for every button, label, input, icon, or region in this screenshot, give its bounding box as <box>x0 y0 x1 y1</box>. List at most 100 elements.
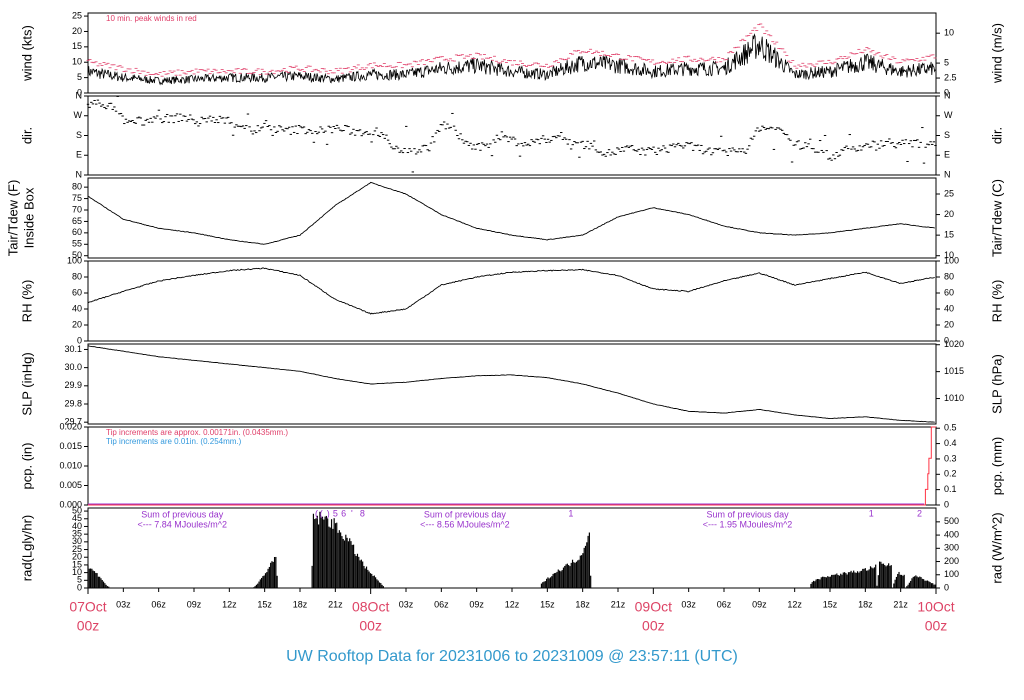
wind-ytick-label: 5 <box>77 72 82 82</box>
rh-panel <box>84 260 940 342</box>
pcp-ytick-label: 0.005 <box>59 480 82 490</box>
pcp-annotation-red: Tip increments are approx. 0.00171in. (0… <box>106 428 288 437</box>
pcp-ylabel-right: pcp. (mm) <box>989 437 1004 496</box>
time-tick-label: 18z <box>293 599 308 609</box>
slp-ytick-label: 30.1 <box>64 344 82 354</box>
dir-panel <box>84 95 940 176</box>
wind-rtick-label: 0 <box>944 87 949 97</box>
slp-ylabel-right: SLP (hPa) <box>989 354 1004 414</box>
temperature-ytick-label: 55 <box>72 239 82 249</box>
radiation-ytick-label: 5 <box>77 575 82 585</box>
radiation-ytick-label: 30 <box>72 536 82 546</box>
dir-rtick-label: W <box>944 110 953 120</box>
temperature-ylabel-right: Tair/Tdew (C) <box>989 179 1004 257</box>
time-tick-label: 06z <box>434 599 449 609</box>
rad-sum-label: Sum of previous day <box>424 509 507 519</box>
pcp-rtick-label: 0.2 <box>944 469 957 479</box>
rh-rtick-label: 40 <box>944 303 954 313</box>
dir-rtick-label: N <box>944 169 951 179</box>
pcp-ytick-label: 0.010 <box>59 460 82 470</box>
temperature-rtick-label: 10 <box>944 250 954 260</box>
temperature-ytick-label: 75 <box>72 193 82 203</box>
time-tick-label: 15z <box>823 599 838 609</box>
time-tick-label: 09z <box>187 599 202 609</box>
day-tick-sub: 00z <box>925 618 948 634</box>
wind-ytick-label: 15 <box>72 41 82 51</box>
pcp-ytick-label: 0.015 <box>59 441 82 451</box>
time-tick-label: 18z <box>575 599 590 609</box>
temperature-ytick-label: 60 <box>72 227 82 237</box>
temperature-ytick-label: 65 <box>72 216 82 226</box>
slp-ylabel: SLP (inHg) <box>19 352 34 415</box>
slp-ytick-label: 29.9 <box>64 380 82 390</box>
time-tick-label: 21z <box>893 599 908 609</box>
temperature-rtick-label: 20 <box>944 209 954 219</box>
day-tick-label: 09Oct <box>635 599 672 615</box>
radiation-rtick-label: 0 <box>944 582 949 592</box>
time-tick-label: 06z <box>151 599 166 609</box>
time-tick-label: 06z <box>717 599 732 609</box>
dir-ytick-label: W <box>74 110 83 120</box>
slp-rtick-label: 1020 <box>944 339 964 349</box>
wind-rtick-label: 10 <box>944 28 954 38</box>
pcp-ytick-label: 0.020 <box>59 421 82 431</box>
rh-rtick-label: 0 <box>944 335 949 345</box>
pcp-annotation-blue: Tip increments are 0.01in. (0.254mm.) <box>106 437 242 446</box>
temperature-ytick-label: 80 <box>72 182 82 192</box>
day-tick-sub: 00z <box>642 618 665 634</box>
wind-rtick-label: 2.5 <box>944 72 957 82</box>
time-tick-label: 09z <box>469 599 484 609</box>
radiation-rtick-label: 400 <box>944 529 959 539</box>
rad-marker: ) <box>327 508 330 518</box>
radiation-ytick-label: 40 <box>72 521 82 531</box>
temperature-panel <box>84 177 940 259</box>
wind-ytick-label: 20 <box>72 26 82 36</box>
dir-rtick-label: E <box>944 150 950 160</box>
dir-ylabel-right: dir. <box>989 127 1004 144</box>
pcp-rtick-label: 0.3 <box>944 453 957 463</box>
wind-rtick-label: 5 <box>944 57 949 67</box>
temperature-rtick-label: 15 <box>944 230 954 240</box>
dir-ytick-label: S <box>76 130 82 140</box>
time-tick-label: 03z <box>399 599 414 609</box>
pcp-rtick-label: 0.4 <box>944 438 957 448</box>
time-tick-label: 21z <box>611 599 626 609</box>
rad-marker: ( <box>315 508 318 518</box>
rad-marker: 1 <box>568 508 573 518</box>
rad-marker: 8 <box>360 508 365 518</box>
dir-ytick-label: E <box>76 150 82 160</box>
slp-ytick-label: 29.8 <box>64 398 82 408</box>
temperature-ytick-label: 70 <box>72 204 82 214</box>
time-tick-label: 21z <box>328 599 343 609</box>
slp-frame <box>87 343 937 425</box>
radiation-ytick-label: 25 <box>72 544 82 554</box>
rh-line <box>87 267 935 315</box>
rad-marker: 6 <box>341 508 346 518</box>
radiation-ytick-label: 10 <box>72 567 82 577</box>
rh-ytick-label: 40 <box>72 303 82 313</box>
dir-ytick-label: N <box>76 169 83 179</box>
rh-frame <box>87 260 937 342</box>
radiation-ytick-label: 15 <box>72 559 82 569</box>
radiation-ylabel: rad(Lgly/hr) <box>19 515 34 581</box>
pcp-line <box>88 426 936 506</box>
footer-title: UW Rooftop Data for 20231006 to 20231009… <box>286 648 738 665</box>
time-tick-label: 18z <box>858 599 873 609</box>
time-tick-label: 15z <box>257 599 272 609</box>
slp-line <box>87 345 935 423</box>
radiation-ytick-label: 50 <box>72 505 82 515</box>
wind-ytick-label: 0 <box>77 87 82 97</box>
radiation-rtick-label: 100 <box>944 569 959 579</box>
radiation-rtick-label: 200 <box>944 556 959 566</box>
slp-ytick-label: 30.0 <box>64 362 82 372</box>
slp-panel <box>84 343 940 425</box>
wind-frame <box>87 12 937 94</box>
radiation-ytick-label: 20 <box>72 552 82 562</box>
temperature-ytick-label: 50 <box>72 250 82 260</box>
temperature-rtick-label: 25 <box>944 188 954 198</box>
slp-ytick-label: 29.7 <box>64 417 82 427</box>
time-tick-label: 12z <box>787 599 802 609</box>
time-tick-label: 03z <box>681 599 696 609</box>
rad-sum-value: <--- 8.56 MJoules/m^2 <box>420 519 510 529</box>
